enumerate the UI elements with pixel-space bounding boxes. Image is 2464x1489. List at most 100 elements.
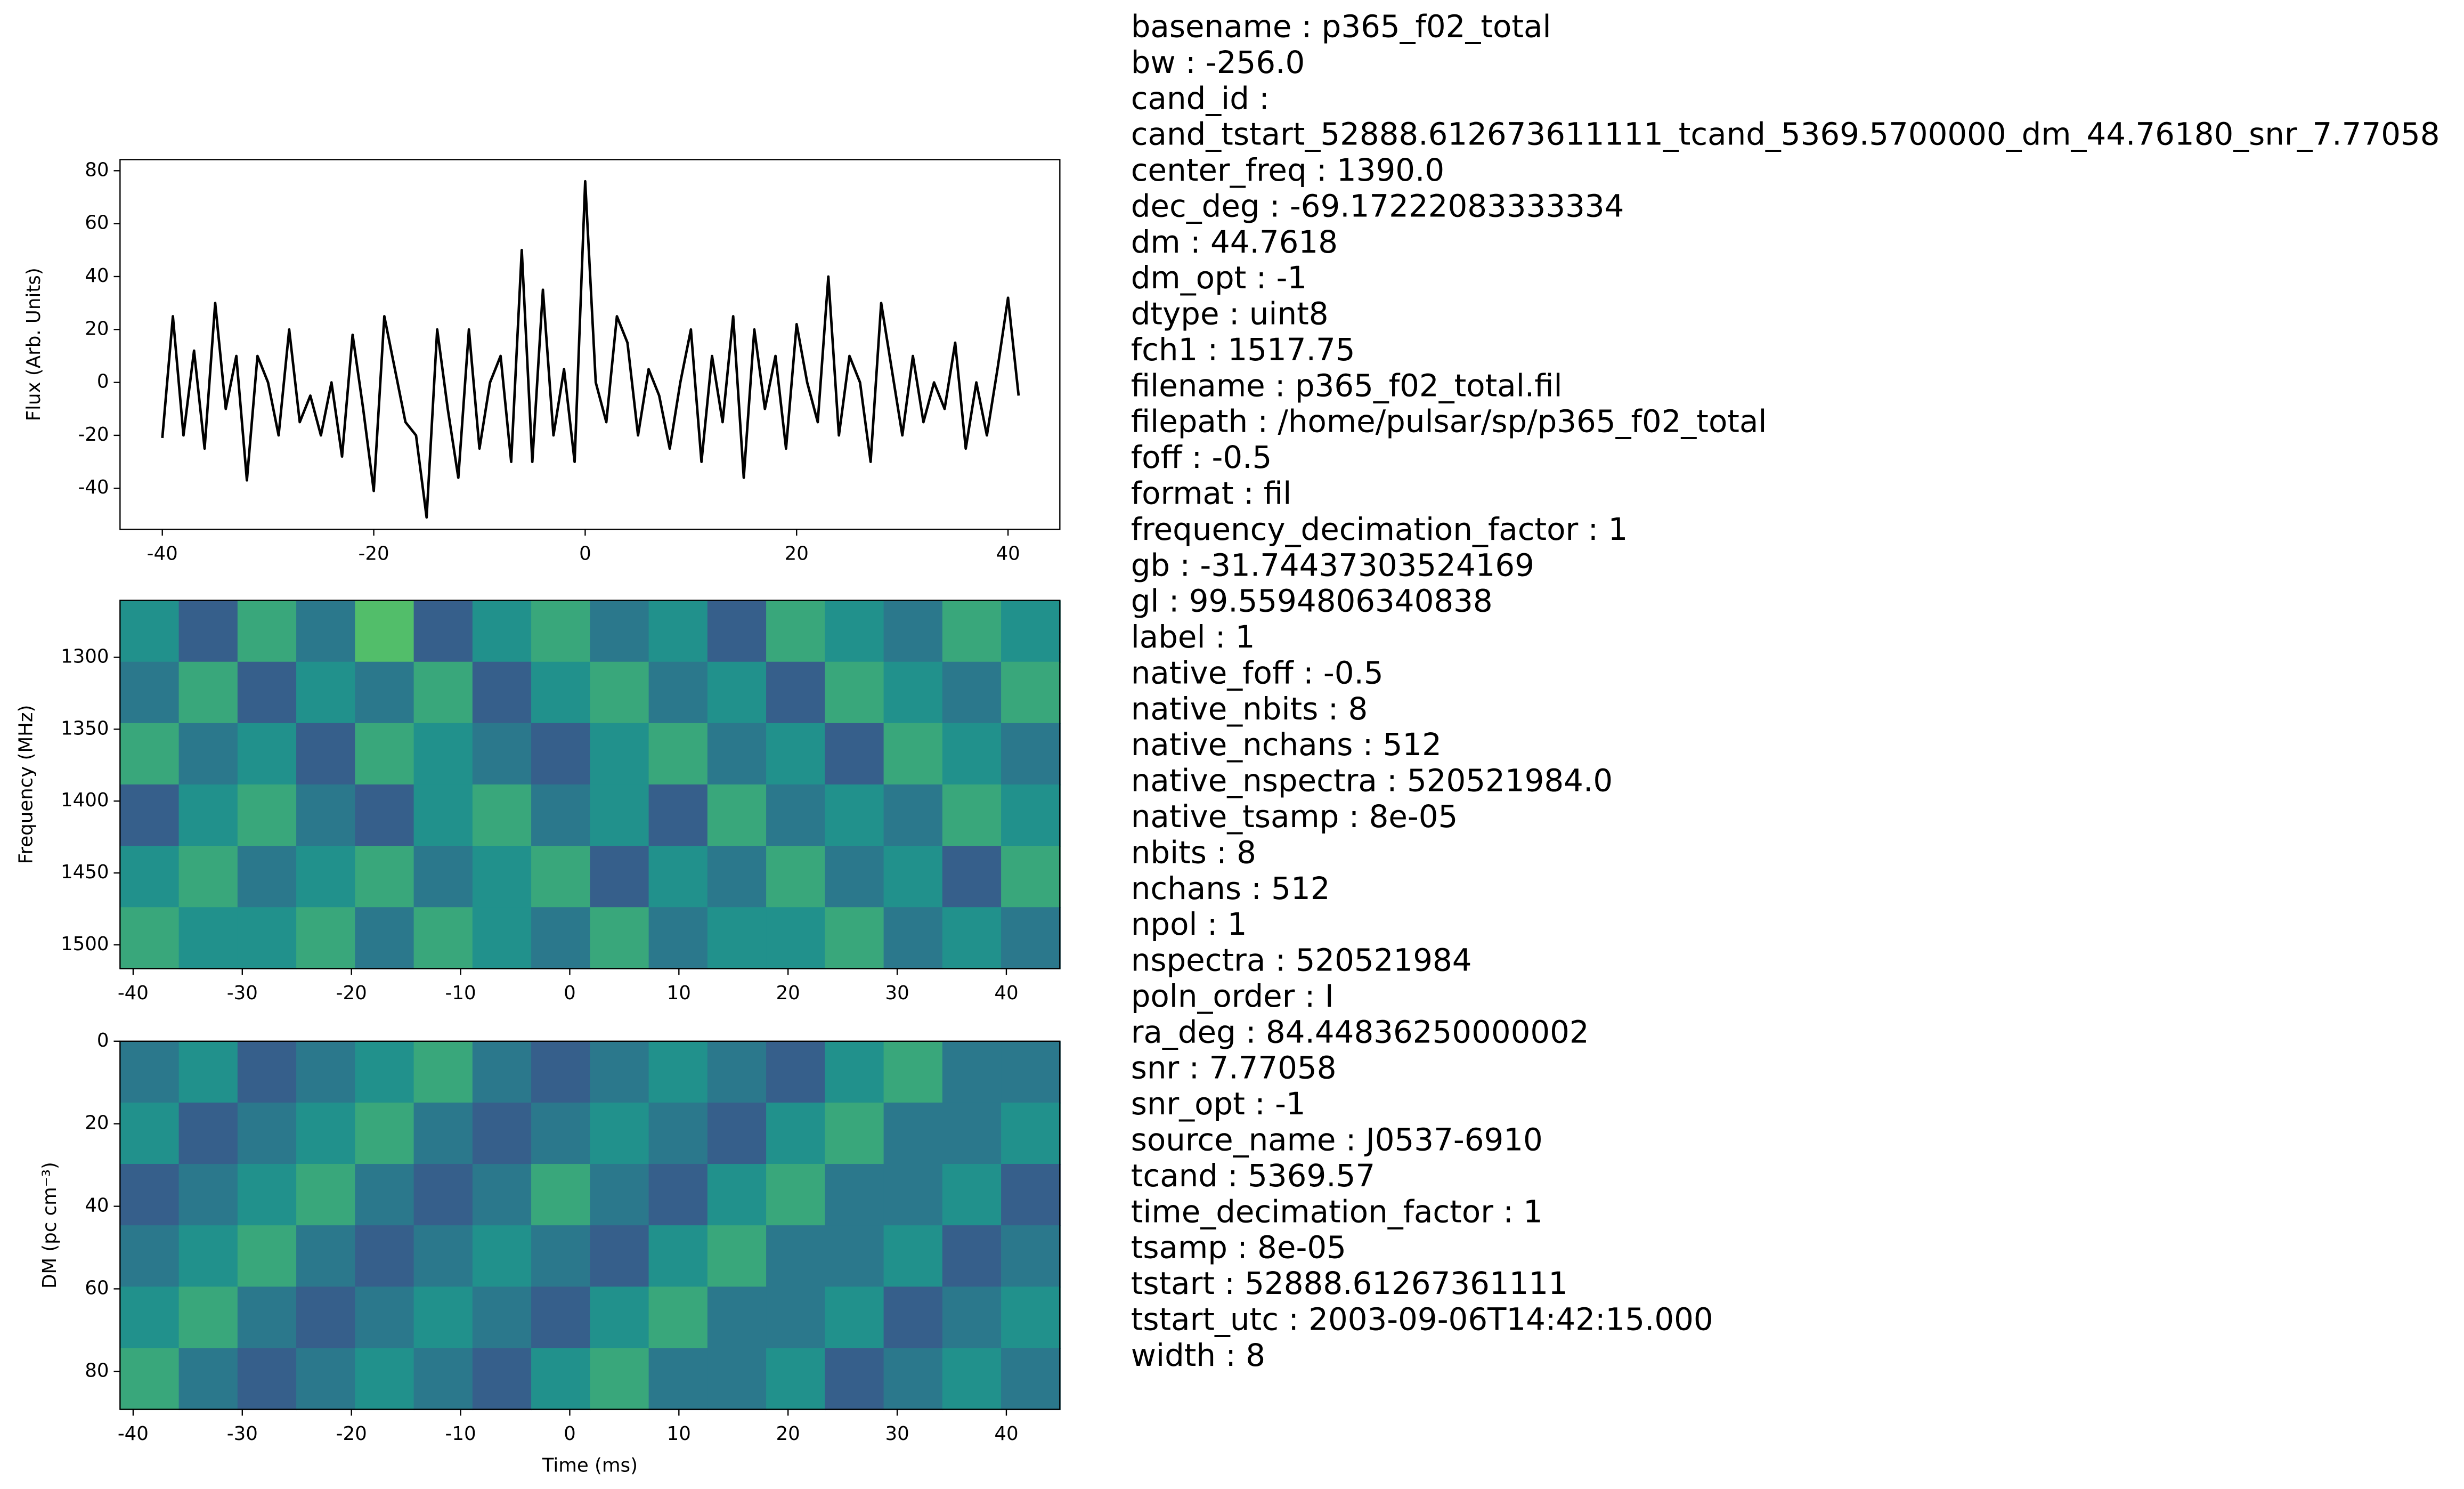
metadata-line: dtype : uint8 (1131, 296, 1329, 332)
heatmap-cell (707, 600, 767, 663)
heatmap-cell (472, 1225, 532, 1288)
heatmap-cell (472, 846, 532, 908)
heatmap-cell (1001, 907, 1061, 969)
heatmap-cell (120, 1102, 180, 1165)
heatmap-cell (296, 723, 356, 786)
heatmap-cell (413, 661, 474, 724)
metadata-line: basename : p365_f02_total (1131, 8, 1551, 44)
y-tick-label: 60 (85, 212, 109, 234)
heatmap-cell (883, 1348, 944, 1411)
heatmap-cell (237, 1164, 297, 1226)
y-tick-label: 60 (85, 1277, 109, 1299)
heatmap-cell (766, 1286, 826, 1349)
y-tick-label: 40 (85, 265, 109, 287)
heatmap-cell (355, 1102, 415, 1165)
heatmap-cell (472, 907, 532, 969)
heatmap-cell (942, 907, 1002, 969)
heatmap-cell (707, 907, 767, 969)
heatmap-cell (120, 784, 180, 847)
heatmap-cell (472, 600, 532, 663)
metadata-line: npol : 1 (1131, 906, 1247, 942)
heatmap-cell (590, 846, 650, 908)
heatmap-cell (883, 723, 944, 786)
heatmap-cell (355, 1164, 415, 1226)
heatmap-cell (766, 723, 826, 786)
heatmap-cell (648, 661, 709, 724)
heatmap-cell (648, 1102, 709, 1165)
heatmap-cell (707, 1041, 767, 1104)
heatmap-cell (531, 1041, 591, 1104)
y-tick-label: 0 (97, 1030, 109, 1051)
heatmap-cell (120, 846, 180, 908)
heatmap-cell (178, 846, 239, 908)
heatmap-cell (178, 1041, 239, 1104)
heatmap-cell (590, 1102, 650, 1165)
heatmap-cell (413, 723, 474, 786)
metadata-line: dec_deg : -69.17222083333334 (1131, 188, 1624, 224)
heatmap-cell (120, 1225, 180, 1288)
metadata-line: frequency_decimation_factor : 1 (1131, 511, 1628, 547)
heatmap-cell (942, 723, 1002, 786)
metadata-line: gb : -31.74437303524169 (1131, 547, 1534, 583)
axes-frame (119, 1040, 1061, 1410)
y-axis-label: DM (pc cm⁻³) (39, 1162, 61, 1289)
metadata-line: gl : 99.5594806340838 (1131, 583, 1493, 619)
heatmap-cell (590, 661, 650, 724)
heatmap-cell (942, 600, 1002, 663)
heatmap-cell (707, 1102, 767, 1165)
heatmap-cell (590, 1225, 650, 1288)
heatmap-cell (942, 1286, 1002, 1349)
metadata-line: tsamp : 8e-05 (1131, 1229, 1346, 1266)
x-tick-label: 40 (994, 1423, 1018, 1445)
heatmap-cell (648, 1164, 709, 1226)
heatmap-cell (766, 1041, 826, 1104)
heatmap-cell (178, 1286, 239, 1349)
y-tick-label: 0 (97, 371, 109, 393)
metadata-line: foff : -0.5 (1131, 439, 1272, 475)
y-tick-label: 1400 (61, 789, 109, 811)
metadata-line: native_nspectra : 520521984.0 (1131, 763, 1613, 799)
heatmap-cell (648, 846, 709, 908)
metadata-line: label : 1 (1131, 619, 1255, 655)
heatmap-cell (237, 907, 297, 969)
heatmap-cell (766, 1225, 826, 1288)
y-axis-label: Flux (Arb. Units) (23, 268, 45, 421)
heatmap-cell (120, 907, 180, 969)
heatmap-cell (942, 1164, 1002, 1226)
axes-frame (119, 600, 1061, 969)
heatmap-cell (707, 846, 767, 908)
heatmap-cell (825, 846, 885, 908)
heatmap-cell (355, 600, 415, 663)
metadata-line: native_nchans : 512 (1131, 726, 1442, 763)
heatmap-cell (1001, 1286, 1061, 1349)
heatmap-cell (472, 1102, 532, 1165)
x-tick-label: 0 (579, 543, 591, 565)
metadata-line: tstart_utc : 2003-09-06T14:42:15.000 (1131, 1301, 1713, 1337)
x-tick-label: 30 (885, 982, 909, 1004)
y-tick-label: 20 (85, 318, 109, 339)
heatmap-cell (883, 907, 944, 969)
heatmap-cell (237, 1286, 297, 1349)
heatmap-cell (296, 1164, 356, 1226)
heatmap-cell (1001, 1102, 1061, 1165)
x-tick-label: -20 (336, 982, 367, 1004)
heatmap-cell (766, 784, 826, 847)
heatmap-cell (237, 784, 297, 847)
heatmap-cell (120, 723, 180, 786)
heatmap-cell (413, 600, 474, 663)
heatmap-cell (1001, 661, 1061, 724)
heatmap-cell (766, 846, 826, 908)
metadata-line: time_decimation_factor : 1 (1131, 1193, 1543, 1229)
heatmap-cell (590, 1286, 650, 1349)
heatmap-cell (472, 1164, 532, 1226)
heatmap-cell (590, 600, 650, 663)
heatmap-cell (531, 1164, 591, 1226)
heatmap-cell (472, 661, 532, 724)
heatmap-cell (883, 600, 944, 663)
heatmap-cell (296, 907, 356, 969)
heatmap-cell (942, 1041, 1002, 1104)
heatmap-cell (237, 1348, 297, 1411)
y-tick-label: 80 (85, 159, 109, 181)
heatmap-cell (883, 1225, 944, 1288)
metadata-line: ra_deg : 84.44836250000002 (1131, 1014, 1589, 1050)
